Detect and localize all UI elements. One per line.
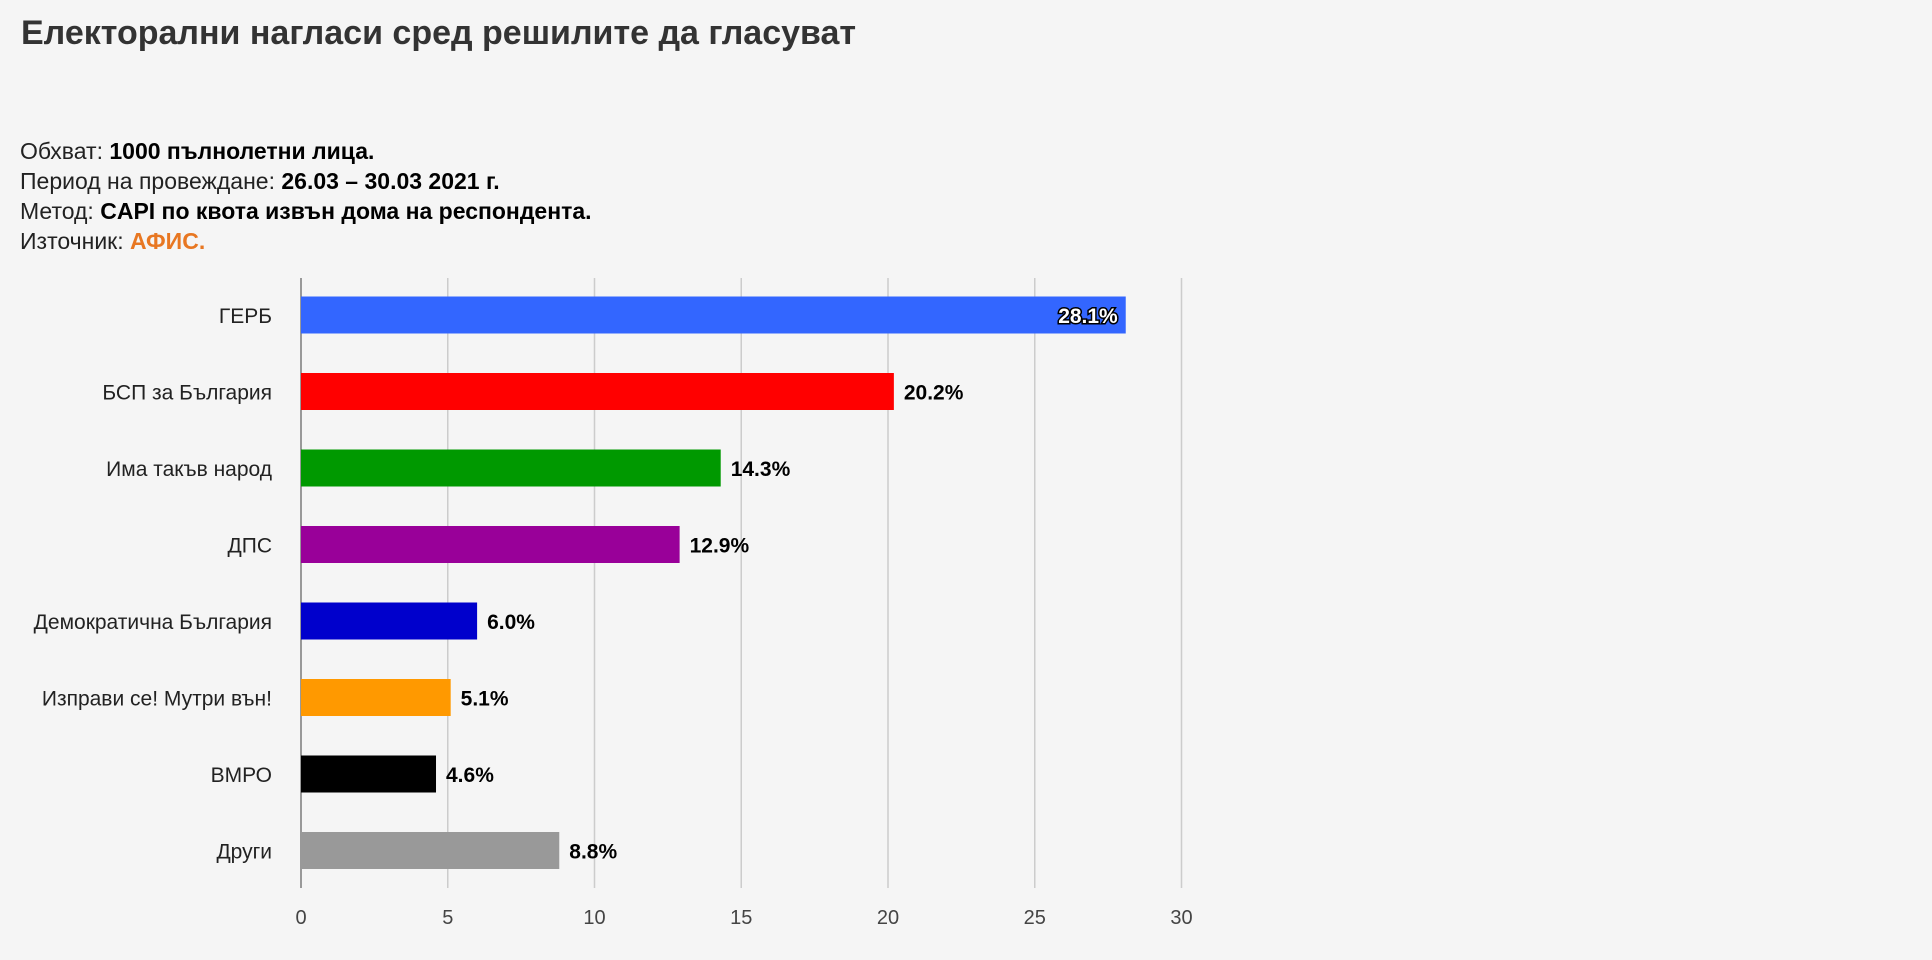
coverage-value: 1000 пълнолетни лица.	[109, 138, 375, 164]
coverage-label: Обхват:	[20, 138, 103, 164]
bar	[301, 832, 560, 869]
category-label: Има такъв народ	[106, 458, 272, 481]
bar	[301, 373, 894, 410]
source-label: Източник:	[20, 228, 124, 254]
category-label: ДПС	[228, 535, 272, 558]
category-label: Демократична България	[34, 611, 272, 634]
bar	[301, 526, 680, 563]
category-label: БСП за България	[102, 382, 272, 405]
data-label: 8.8%	[569, 841, 617, 864]
category-label: ГЕРБ	[219, 305, 272, 328]
bar	[301, 296, 1126, 334]
x-tick-label: 30	[1170, 907, 1192, 929]
category-label: Изправи се! Мутри вън!	[42, 688, 272, 711]
data-label: 5.1%	[461, 688, 509, 711]
x-tick-label: 5	[442, 907, 453, 929]
chart-title: Електорални нагласи сред решилите да гла…	[21, 14, 857, 52]
method-line: Метод: CAPI по квота извън дома на респо…	[20, 196, 592, 226]
survey-info: Обхват: 1000 пълнолетни лица. Период на …	[20, 136, 592, 256]
x-tick-label: 15	[730, 907, 752, 929]
data-label: 20.2%	[904, 382, 964, 405]
method-value: CAPI по квота извън дома на респондента.	[100, 198, 592, 224]
method-label: Метод:	[20, 198, 94, 224]
bar	[301, 679, 451, 716]
bar	[301, 449, 721, 487]
period-line: Период на провеждане: 26.03 – 30.03 2021…	[20, 166, 592, 196]
x-tick-label: 0	[295, 907, 306, 929]
bar	[301, 602, 478, 640]
bar	[301, 755, 437, 793]
x-tick-label: 25	[1024, 907, 1046, 929]
bar-chart: 0 5 10 15 20 25 30 ГЕРБ 28.1% БСП за България 20.2…	[34, 278, 1193, 929]
x-tick-label: 20	[877, 907, 899, 929]
coverage-line: Обхват: 1000 пълнолетни лица.	[20, 136, 592, 166]
category-label: ВМРО	[211, 764, 272, 787]
category-label: Други	[216, 841, 272, 864]
data-label: 12.9%	[690, 535, 750, 558]
data-label: 6.0%	[487, 611, 535, 634]
data-label: 4.6%	[446, 764, 494, 787]
source-value: АФИС.	[130, 228, 206, 254]
source-line: Източник: АФИС.	[20, 226, 592, 256]
data-label: 14.3%	[731, 458, 791, 481]
period-label: Период на провеждане:	[20, 168, 275, 194]
data-label: 28.1%	[1058, 305, 1118, 328]
period-value: 26.03 – 30.03 2021 г.	[281, 168, 500, 194]
x-tick-label: 10	[583, 907, 605, 929]
